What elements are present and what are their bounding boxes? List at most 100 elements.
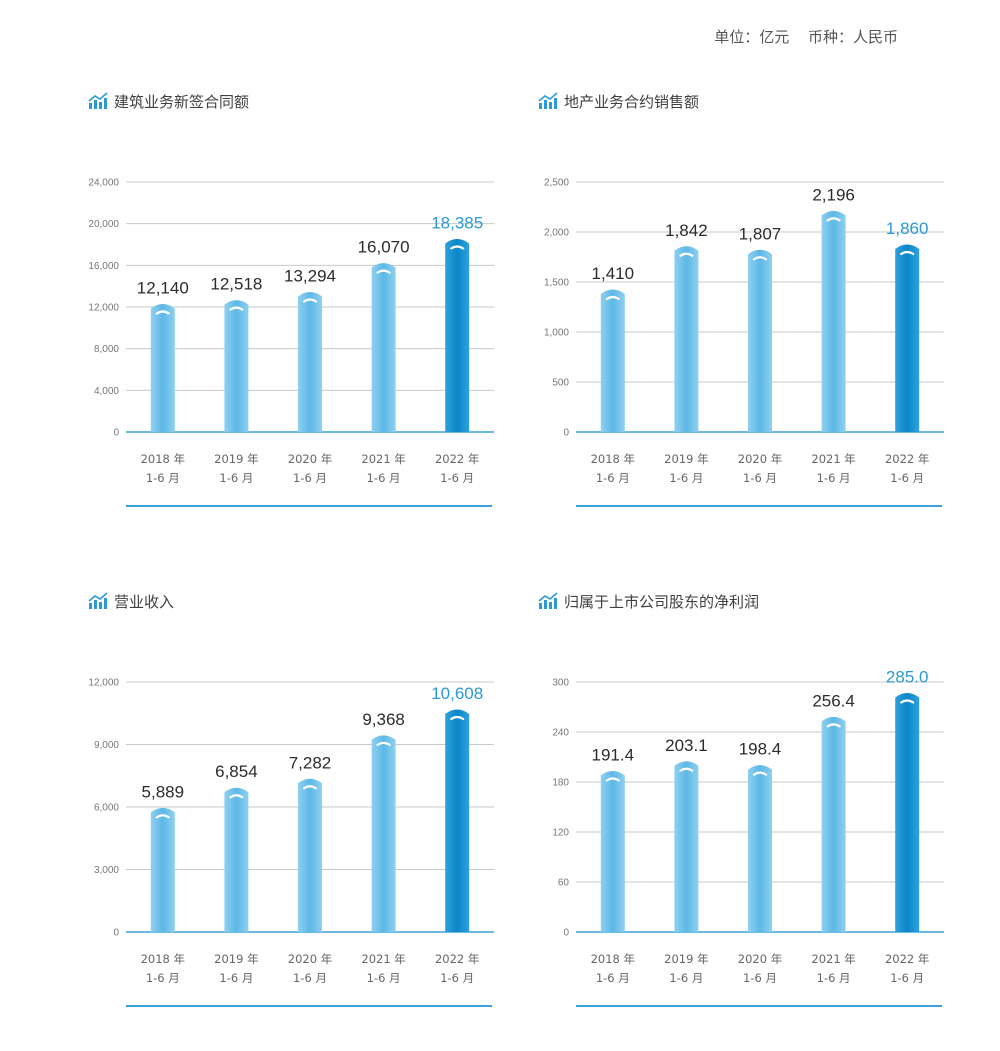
x-tick-label: 2022 年	[885, 952, 929, 966]
y-tick-label: 2,500	[544, 178, 569, 189]
x-tick-label: 2019 年	[214, 952, 258, 966]
x-tick-label: 1-6 月	[669, 971, 703, 985]
bar	[298, 778, 322, 932]
chart-icon	[538, 592, 558, 609]
panel-title-text: 地产业务合约销售额	[564, 92, 700, 111]
bar-cap-mark	[376, 269, 391, 274]
y-tick-label: 1,500	[544, 278, 569, 289]
bar	[821, 210, 846, 432]
bar	[150, 304, 175, 432]
bar	[895, 244, 920, 432]
bar-chart: 0 4,000 8,000 12,000 16,000 20,000 24,000 12,14…	[88, 178, 494, 507]
y-tick-label: 120	[552, 828, 569, 839]
x-tick-label: 2022 年	[435, 452, 479, 466]
x-tick-label: 1-6 月	[817, 471, 851, 485]
x-tick-label: 1-6 月	[817, 971, 851, 985]
data-label: 203.1	[665, 736, 708, 755]
bar-cap-mark	[900, 699, 915, 704]
panel-title-text: 营业收入	[114, 592, 175, 611]
data-label: 16,070	[358, 238, 410, 257]
x-tick-label: 2019 年	[214, 452, 258, 466]
data-label: 18,385	[431, 213, 483, 232]
data-label: 256.4	[812, 691, 855, 710]
bar-cap-mark	[376, 741, 391, 746]
x-tick-label: 1-6 月	[890, 471, 924, 485]
y-tick-label: 2,000	[544, 228, 569, 239]
y-tick-label: 6,000	[94, 803, 119, 814]
data-label: 10,608	[431, 684, 483, 703]
chart-icon	[88, 92, 108, 109]
y-tick-label: 500	[552, 378, 569, 389]
bar-chart: 0 3,000 6,000 9,000 12,000 5,889 2018 年 1-6 月 6,…	[88, 678, 494, 1007]
y-tick-label: 4,000	[94, 386, 119, 397]
x-tick-label: 1-6 月	[596, 471, 630, 485]
data-label: 9,368	[362, 710, 405, 729]
x-tick-label: 2019 年	[664, 452, 708, 466]
x-tick-label: 1-6 月	[219, 971, 253, 985]
x-tick-label: 1-6 月	[293, 471, 327, 485]
x-tick-label: 1-6 月	[146, 471, 180, 485]
y-tick-label: 12,000	[88, 303, 119, 314]
unit-line: 单位：亿元 币种：人民币	[700, 26, 898, 47]
bar-cap-mark	[302, 298, 318, 303]
x-tick-label: 2020 年	[288, 952, 332, 966]
data-label: 6,854	[215, 762, 258, 781]
data-label: 5,889	[142, 782, 185, 801]
y-tick-label: 3,000	[94, 865, 119, 876]
bar	[821, 716, 846, 932]
bar	[748, 765, 772, 932]
chart-panel-contracts: 建筑业务新签合同额 0 4,000 8,000 12,000 16,000 20,000 2…	[88, 90, 528, 530]
bar-cap-mark	[900, 250, 915, 256]
x-tick-label: 2019 年	[664, 952, 708, 966]
x-tick-label: 1-6 月	[367, 971, 401, 985]
bar	[674, 246, 699, 432]
data-label: 7,282	[289, 753, 332, 772]
x-tick-label: 1-6 月	[146, 971, 180, 985]
data-label: 12,518	[210, 275, 262, 294]
bar-cap-mark	[450, 245, 465, 250]
panel-title: 归属于上市公司股东的净利润	[538, 590, 759, 612]
bar-cap-mark	[826, 723, 841, 728]
y-tick-label: 12,000	[88, 678, 119, 689]
x-tick-label: 2021 年	[811, 952, 855, 966]
y-tick-label: 9,000	[94, 740, 119, 751]
chart-panel-revenue: 营业收入 0 3,000 6,000 9,000 12,000 5,889 2018 年 1-…	[88, 590, 528, 1030]
x-tick-label: 2020 年	[738, 952, 782, 966]
y-tick-label: 180	[552, 778, 569, 789]
y-tick-label: 20,000	[88, 219, 119, 230]
panel-title: 营业收入	[88, 590, 174, 612]
x-tick-label: 1-6 月	[890, 971, 924, 985]
x-tick-label: 1-6 月	[440, 971, 474, 985]
bar-chart: 0 60 120 180 240 300 191.4 2018 年 1-6 月 203.1 2019…	[552, 668, 944, 1007]
bar	[600, 771, 625, 932]
x-tick-label: 2021 年	[361, 952, 405, 966]
data-label: 1,807	[739, 224, 782, 243]
bar	[600, 289, 625, 432]
x-tick-label: 2021 年	[811, 452, 855, 466]
data-label: 2,196	[812, 185, 855, 204]
data-label: 285.0	[886, 668, 929, 687]
data-label: 1,842	[665, 221, 708, 240]
x-tick-label: 1-6 月	[219, 471, 253, 485]
bar	[224, 787, 249, 932]
bar-cap-mark	[229, 306, 244, 311]
y-tick-label: 0	[563, 928, 569, 939]
data-label: 13,294	[284, 267, 336, 286]
x-tick-label: 2020 年	[738, 452, 782, 466]
y-tick-label: 300	[552, 678, 569, 689]
x-tick-label: 2021 年	[361, 452, 405, 466]
bar-cap-mark	[679, 252, 694, 257]
chart-panel-net-profit: 归属于上市公司股东的净利润 0 60 120 180 240 300 191.4 2018 年…	[538, 590, 978, 1030]
x-tick-label: 1-6 月	[367, 471, 401, 485]
data-label: 1,410	[592, 264, 635, 283]
data-label: 198.4	[739, 740, 782, 759]
y-tick-label: 0	[113, 428, 119, 439]
bar-cap-mark	[155, 814, 170, 819]
x-tick-label: 1-6 月	[440, 471, 474, 485]
y-tick-label: 60	[558, 878, 570, 889]
bar-cap-mark	[679, 767, 694, 772]
bar-cap-mark	[752, 256, 768, 261]
bar	[150, 807, 175, 932]
y-tick-label: 1,000	[544, 328, 569, 339]
y-tick-label: 24,000	[88, 178, 119, 189]
